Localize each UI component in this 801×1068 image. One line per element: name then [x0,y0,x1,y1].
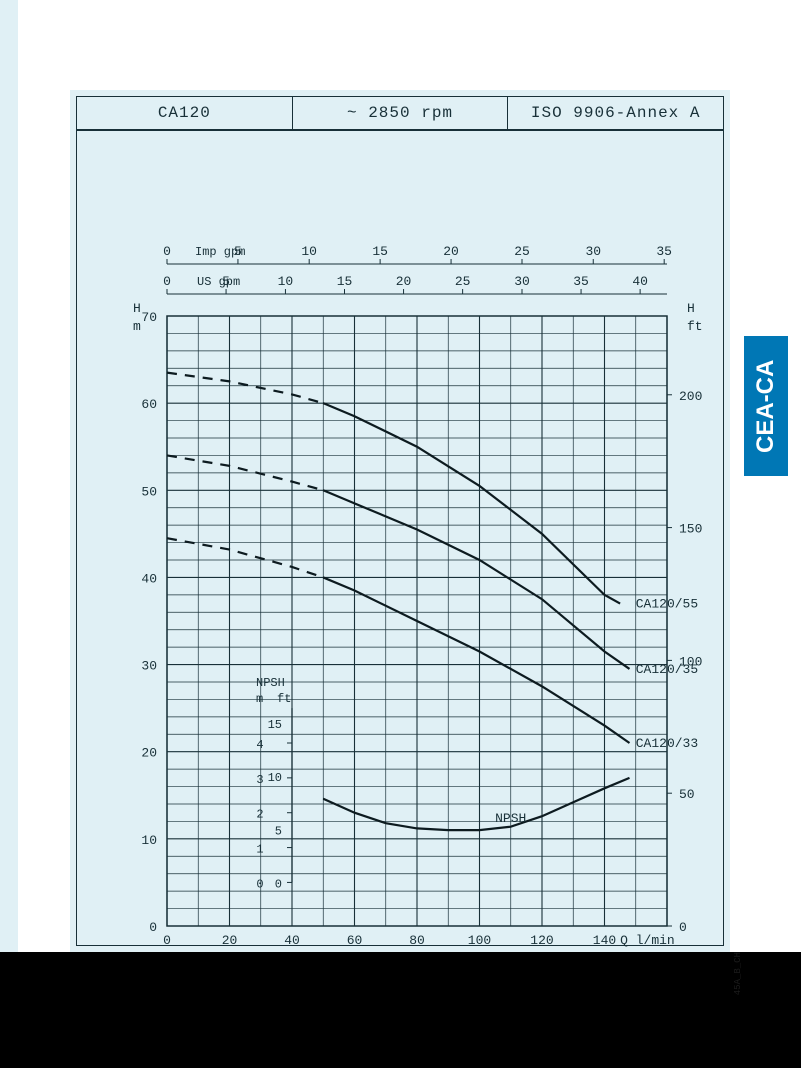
svg-text:0: 0 [275,877,282,891]
svg-text:70: 70 [141,310,157,325]
svg-text:140: 140 [593,933,616,947]
svg-text:H: H [687,301,695,316]
svg-text:60: 60 [141,397,157,412]
svg-text:m: m [256,692,263,706]
svg-text:50: 50 [141,484,157,499]
svg-text:3: 3 [256,773,263,787]
svg-text:30: 30 [585,244,601,259]
svg-text:35: 35 [573,274,589,289]
svg-text:200: 200 [679,389,702,404]
footer-bar [0,952,801,1068]
svg-text:35: 35 [656,244,672,259]
header-row: CA120 ~ 2850 rpm ISO 9906-Annex A [76,96,724,130]
svg-text:NPSH: NPSH [256,676,285,690]
svg-text:m: m [133,319,141,334]
svg-text:20: 20 [443,244,459,259]
svg-text:50: 50 [679,787,695,802]
svg-text:120: 120 [530,933,553,947]
svg-text:CA120/55: CA120/55 [636,597,698,612]
svg-text:0: 0 [679,920,687,935]
svg-text:US gpm: US gpm [197,275,240,289]
svg-text:10: 10 [268,771,282,785]
svg-text:NPSH: NPSH [495,811,526,826]
svg-text:2: 2 [256,808,263,822]
chart-panel: CA120 ~ 2850 rpm ISO 9906-Annex A 020406… [70,90,730,952]
document-code: 45A_B_CH [733,952,743,995]
svg-text:30: 30 [514,274,530,289]
svg-text:150: 150 [679,522,702,537]
svg-text:10: 10 [278,274,294,289]
svg-text:Imp gpm: Imp gpm [195,245,245,259]
svg-text:CA120/33: CA120/33 [636,736,698,751]
side-tab: CEA-CA [744,336,788,476]
svg-text:25: 25 [514,244,530,259]
svg-text:CA120/35: CA120/35 [636,662,698,677]
svg-text:1: 1 [256,843,263,857]
svg-text:80: 80 [409,933,425,947]
svg-text:4: 4 [256,738,263,752]
svg-text:0: 0 [256,877,263,891]
svg-text:40: 40 [632,274,648,289]
svg-text:10: 10 [141,833,157,848]
header-model: CA120 [77,97,293,129]
svg-text:40: 40 [141,571,157,586]
left-edge-strip [0,0,18,952]
svg-text:Q l/min: Q l/min [620,933,675,947]
svg-text:0: 0 [163,933,171,947]
svg-text:0: 0 [163,274,171,289]
header-standard: ISO 9906-Annex A [508,97,723,129]
svg-text:0: 0 [163,244,171,259]
svg-text:15: 15 [268,718,282,732]
svg-text:ft: ft [277,692,291,706]
svg-text:40: 40 [284,933,300,947]
svg-text:20: 20 [222,933,238,947]
svg-text:60: 60 [347,933,363,947]
page: CEA-CA 45A_B_CH CA120 ~ 2850 rpm ISO 990… [0,0,801,1068]
svg-text:15: 15 [337,274,353,289]
svg-text:ft: ft [687,319,703,334]
header-rpm: ~ 2850 rpm [293,97,509,129]
svg-text:0: 0 [149,920,157,935]
performance-chart: 020406080100120140Q l/min02468Q m³/h0510… [77,131,725,947]
svg-text:H: H [133,301,141,316]
svg-text:20: 20 [396,274,412,289]
svg-text:5: 5 [275,824,282,838]
svg-text:30: 30 [141,659,157,674]
svg-text:25: 25 [455,274,471,289]
chart-frame: 020406080100120140Q l/min02468Q m³/h0510… [76,130,724,946]
svg-text:10: 10 [301,244,317,259]
svg-text:15: 15 [372,244,388,259]
svg-text:100: 100 [468,933,491,947]
svg-text:20: 20 [141,746,157,761]
